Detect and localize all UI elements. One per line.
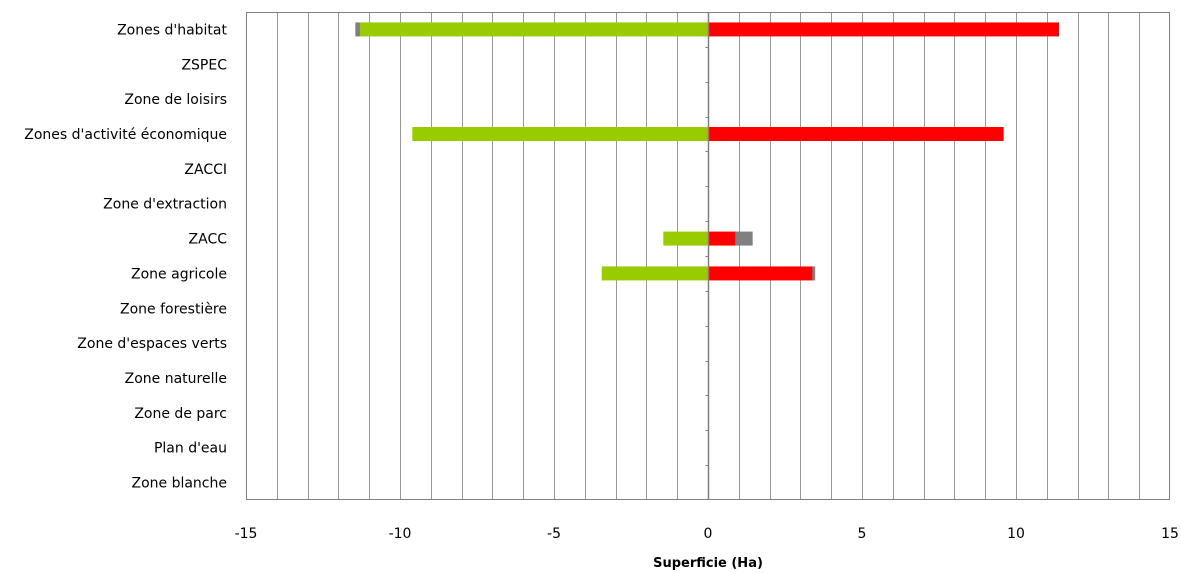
category-labels: Zones d'habitat ZSPEC Zone de loisirs Zones…	[24, 22, 227, 491]
bars	[355, 22, 1060, 281]
y-axis-ticks	[705, 47, 709, 466]
bar	[708, 127, 1004, 141]
category-label: Zone d'extraction	[103, 197, 227, 213]
x-tick-label: -10	[389, 526, 412, 542]
x-tick-label: 5	[858, 526, 867, 542]
x-tick-label: 15	[1161, 526, 1179, 542]
plot-frame	[246, 12, 1170, 500]
x-tick-labels: -15 -10 -5 0 5 10 15	[235, 526, 1179, 542]
x-tick-label: -15	[235, 526, 258, 542]
bar	[735, 231, 753, 246]
x-tick-label: -5	[547, 526, 561, 542]
grid-lines	[277, 12, 1140, 500]
bar	[601, 266, 708, 281]
x-axis-title: Superficie (Ha)	[653, 556, 763, 571]
bar	[663, 231, 708, 246]
category-label: Zone agricole	[131, 266, 227, 282]
bar	[355, 22, 360, 37]
category-label: Zones d'activité économique	[24, 127, 227, 143]
bar	[708, 231, 736, 246]
category-label: Zone forestière	[120, 301, 227, 317]
bar	[708, 22, 1060, 37]
x-tick-label: 10	[1007, 526, 1025, 542]
bar	[359, 22, 708, 37]
category-label: Plan d'eau	[154, 441, 227, 457]
category-label: ZACCI	[184, 162, 227, 178]
bar	[708, 266, 813, 281]
category-label: Zone blanche	[131, 476, 227, 492]
bar	[812, 266, 816, 281]
bar	[412, 127, 708, 141]
x-tick-label: 0	[704, 526, 713, 542]
category-label: Zone de loisirs	[124, 92, 227, 108]
category-label: Zone de parc	[134, 406, 227, 422]
category-label: Zones d'habitat	[117, 22, 227, 38]
category-label: Zone naturelle	[125, 371, 227, 387]
category-label: ZSPEC	[181, 57, 227, 73]
category-label: Zone d'espaces verts	[77, 336, 227, 352]
category-label: ZACC	[189, 232, 228, 248]
